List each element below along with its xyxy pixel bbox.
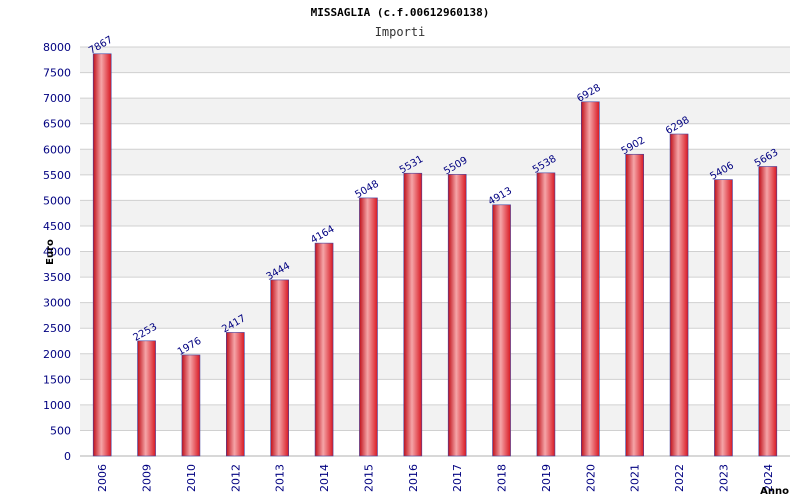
bar-2010 bbox=[181, 354, 201, 457]
x-tick-label: 2020 bbox=[584, 464, 597, 492]
x-tick-label: 2010 bbox=[185, 464, 198, 492]
bar-2021 bbox=[625, 153, 644, 457]
x-tick-label: 2019 bbox=[540, 464, 553, 492]
y-tick-label: 7500 bbox=[43, 67, 71, 80]
bars bbox=[92, 53, 778, 457]
x-tick-label: 2014 bbox=[318, 464, 331, 492]
y-tick-label: 0 bbox=[64, 450, 71, 463]
x-tick-label: 2013 bbox=[274, 464, 287, 492]
y-tick-label: 8000 bbox=[43, 41, 71, 54]
x-tick-label: 2006 bbox=[96, 464, 109, 492]
data-label: 5048 bbox=[353, 179, 381, 201]
chart-subtitle: Importi bbox=[374, 25, 426, 39]
y-axis-ticks: 0 500 1000 1500 2000 2500 3000 3500 4000 4500 5000… bbox=[43, 41, 71, 463]
x-tick-label: 2018 bbox=[496, 464, 509, 492]
y-tick-label: 5000 bbox=[43, 194, 71, 207]
x-tick-label: 2021 bbox=[629, 464, 642, 492]
y-tick-label: 4000 bbox=[43, 246, 71, 259]
data-label: 4164 bbox=[309, 224, 337, 246]
x-axis-label: Anno bbox=[760, 486, 789, 497]
y-tick-label: 1000 bbox=[43, 399, 71, 412]
bar-2009 bbox=[137, 340, 156, 457]
y-tick-label: 6500 bbox=[43, 118, 71, 131]
x-tick-label: 2022 bbox=[673, 464, 686, 492]
bar-2012 bbox=[226, 332, 245, 457]
y-tick-label: 4500 bbox=[43, 220, 71, 233]
bar-2023 bbox=[714, 179, 733, 457]
bar-2014 bbox=[314, 242, 334, 457]
bar-2013 bbox=[270, 279, 289, 457]
x-tick-label: 2009 bbox=[141, 464, 154, 492]
x-axis-ticks: 2006 2009 2010 2012 2013 2014 2015 2016 2017 2018… bbox=[96, 464, 775, 492]
bar-2019 bbox=[536, 172, 556, 457]
bar-2016 bbox=[403, 172, 423, 457]
chart-title: MISSAGLIA (c.f.00612960138) bbox=[310, 6, 490, 19]
bar-2018 bbox=[492, 204, 511, 457]
bar-2020 bbox=[581, 101, 600, 457]
x-tick-label: 2023 bbox=[717, 464, 730, 492]
y-tick-label: 7000 bbox=[43, 92, 71, 105]
y-tick-label: 6000 bbox=[43, 143, 71, 156]
bar-2006 bbox=[92, 53, 112, 457]
x-tick-label: 2016 bbox=[407, 464, 420, 492]
bar-2015 bbox=[359, 197, 378, 457]
bar-2022 bbox=[669, 133, 689, 457]
y-tick-label: 2500 bbox=[43, 322, 71, 335]
background-band bbox=[80, 98, 790, 124]
y-tick-label: 3000 bbox=[43, 297, 71, 310]
bar-2024 bbox=[758, 166, 778, 457]
x-tick-label: 2017 bbox=[451, 464, 464, 492]
x-tick-label: 2012 bbox=[229, 464, 242, 492]
x-tick-label: 2024 bbox=[762, 464, 775, 492]
x-tick-label: 2015 bbox=[362, 464, 375, 492]
background-band bbox=[80, 47, 790, 73]
y-tick-label: 1500 bbox=[43, 373, 71, 386]
bar-2017 bbox=[447, 174, 467, 457]
y-tick-label: 2000 bbox=[43, 348, 71, 361]
y-tick-label: 3500 bbox=[43, 271, 71, 284]
y-axis-label: Euro bbox=[45, 239, 56, 265]
y-tick-label: 500 bbox=[50, 424, 71, 437]
y-tick-label: 5500 bbox=[43, 169, 71, 182]
